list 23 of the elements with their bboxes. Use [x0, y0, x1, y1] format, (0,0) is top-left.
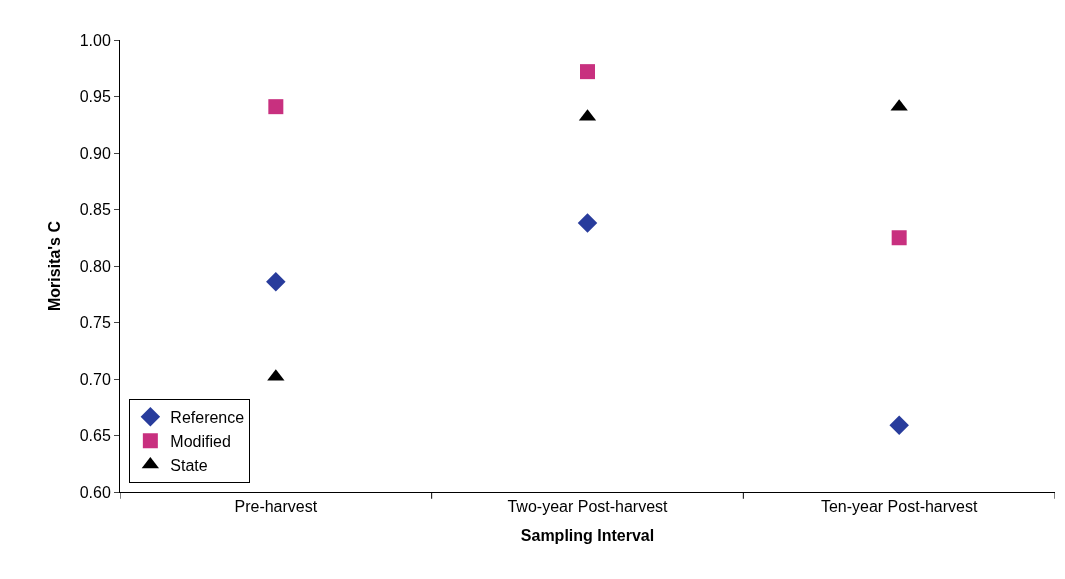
point — [266, 272, 286, 292]
x-tick-label: Ten-year Post-harvest — [820, 498, 978, 516]
y-tick-label: 0.95 — [79, 88, 111, 106]
point — [580, 64, 595, 80]
x-tick-label: Pre-harvest — [234, 498, 318, 516]
point — [577, 213, 598, 233]
y-tick-label: 0.90 — [79, 144, 111, 162]
point — [891, 230, 907, 246]
point — [268, 99, 284, 115]
y-tick-label: 1.00 — [79, 31, 111, 49]
legend-label: Modified — [170, 432, 231, 450]
y-tick-label: 0.85 — [79, 201, 111, 219]
point — [889, 415, 909, 436]
legend-label: State — [170, 456, 208, 474]
y-tick-label: 0.75 — [79, 314, 111, 332]
y-tick-label: 0.60 — [79, 483, 111, 501]
x-axis-title: Sampling Interval — [520, 526, 655, 544]
x-tick-label: Two-year Post-harvest — [507, 498, 669, 516]
legend-label: Reference — [170, 409, 245, 427]
y-tick-label: 0.70 — [79, 370, 111, 388]
y-tick-label: 0.65 — [79, 427, 111, 445]
y-axis-title: Morisita's C — [45, 220, 63, 312]
y-tick-label: 0.80 — [79, 257, 111, 275]
